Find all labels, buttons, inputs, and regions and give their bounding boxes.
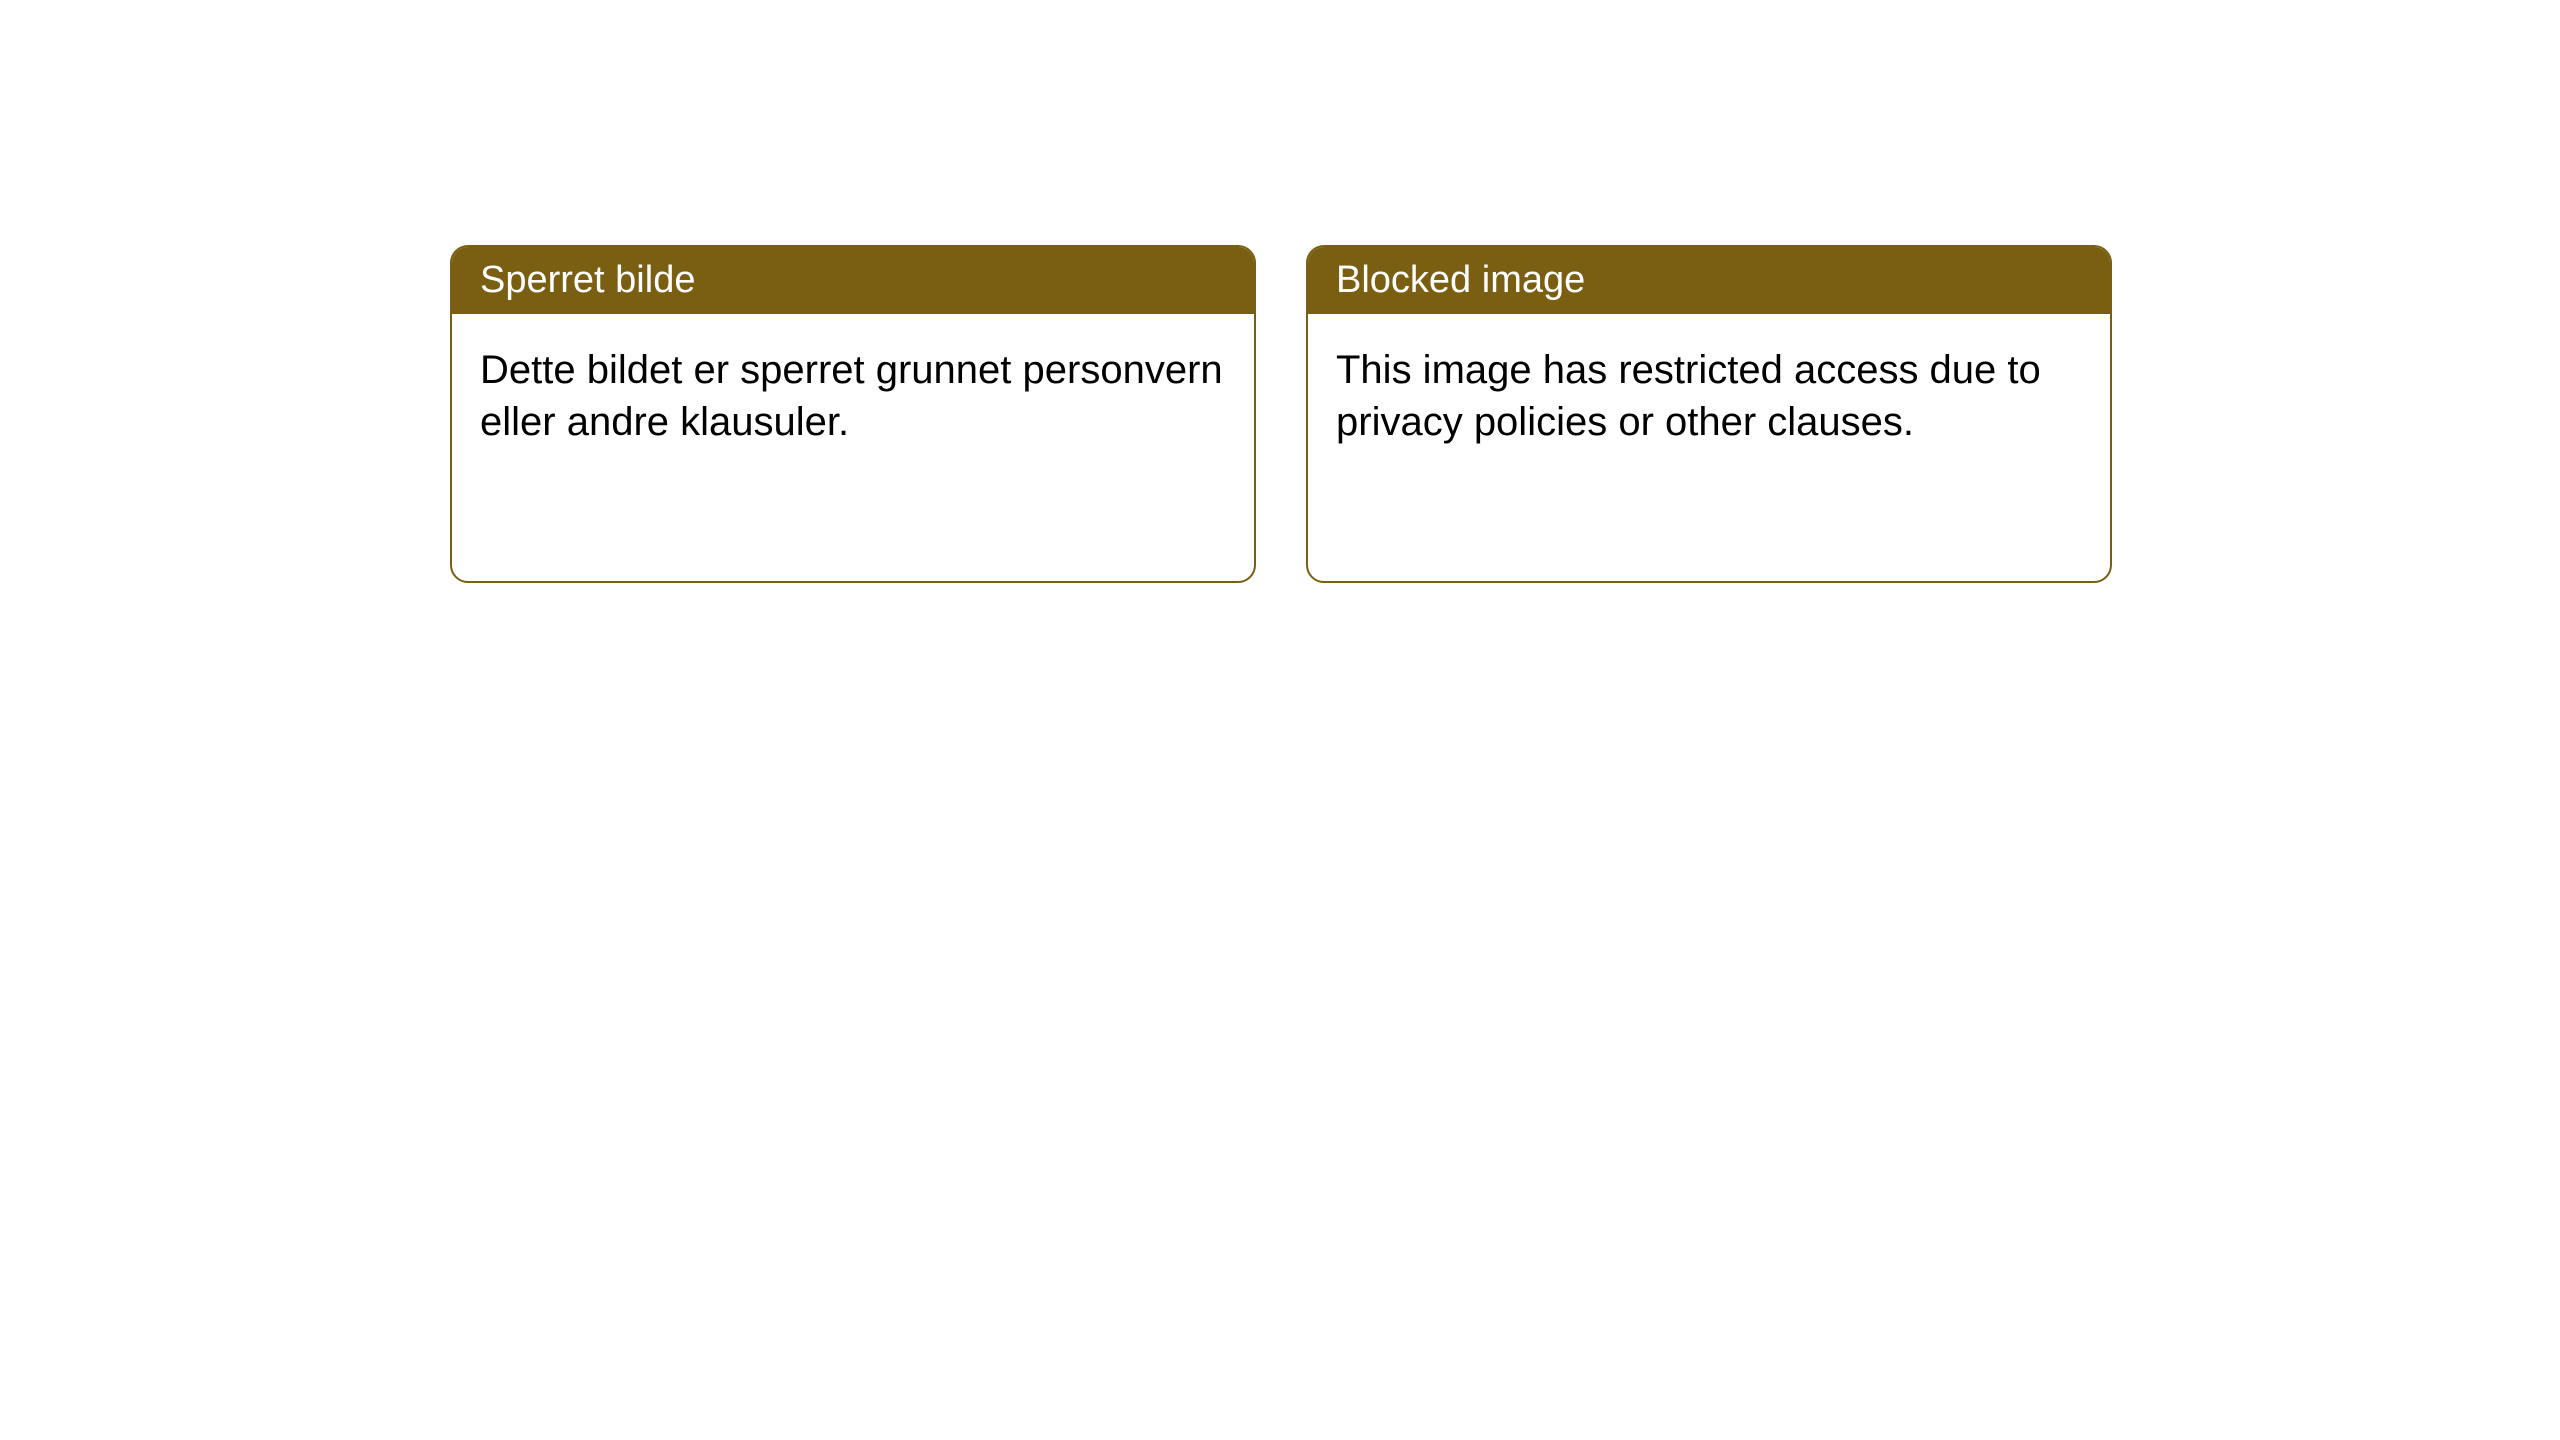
notice-message-norwegian: Dette bildet er sperret grunnet personve… — [452, 314, 1254, 478]
notice-box-english: Blocked image This image has restricted … — [1306, 245, 2112, 583]
notice-box-norwegian: Sperret bilde Dette bildet er sperret gr… — [450, 245, 1256, 583]
notice-title-english: Blocked image — [1308, 247, 2110, 314]
notices-container: Sperret bilde Dette bildet er sperret gr… — [450, 245, 2112, 583]
notice-title-norwegian: Sperret bilde — [452, 247, 1254, 314]
notice-message-english: This image has restricted access due to … — [1308, 314, 2110, 478]
